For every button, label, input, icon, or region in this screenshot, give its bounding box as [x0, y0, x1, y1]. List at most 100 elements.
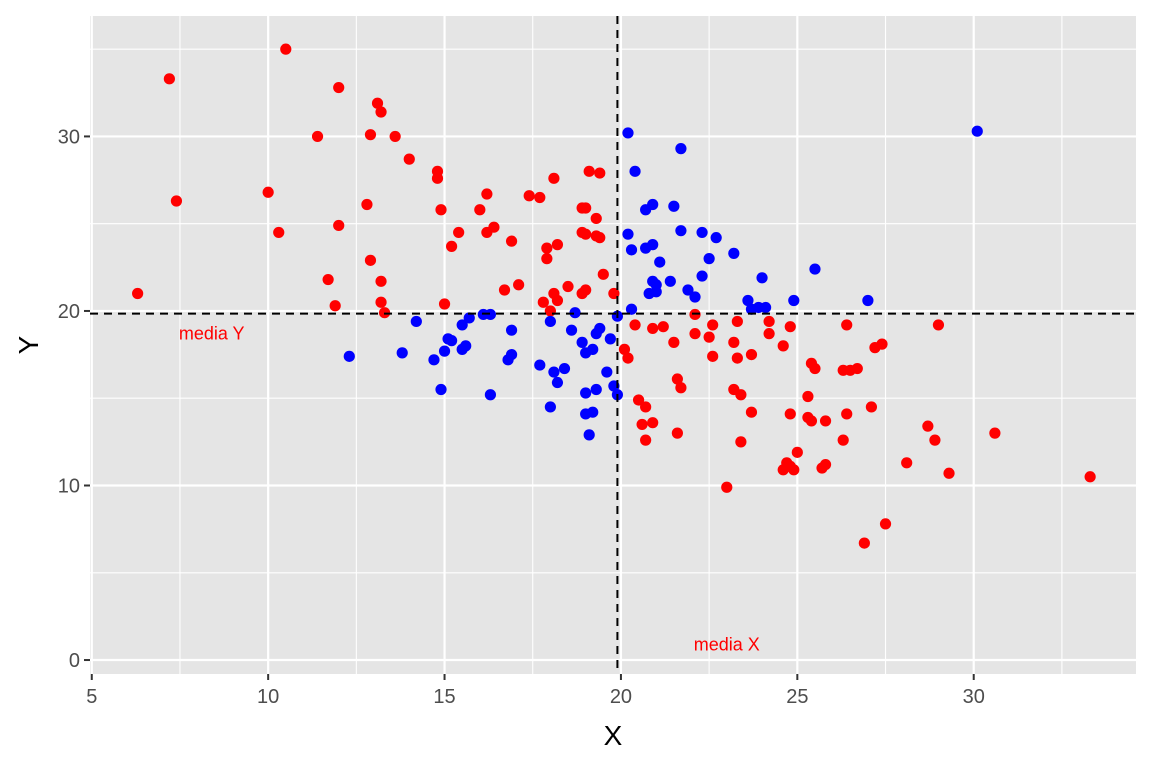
x-tick-label: 25 — [786, 686, 808, 708]
data-point — [654, 256, 666, 268]
data-point — [548, 366, 560, 378]
data-point — [438, 345, 451, 357]
data-point — [446, 335, 458, 347]
data-point — [728, 336, 740, 348]
data-point — [523, 190, 535, 202]
data-point — [858, 537, 870, 549]
data-point — [403, 153, 415, 165]
data-point — [562, 280, 574, 293]
data-point — [431, 172, 444, 184]
data-point — [622, 127, 634, 139]
data-point — [802, 390, 814, 403]
data-point — [329, 300, 341, 312]
data-point — [505, 235, 518, 247]
y-axis-ticks: 0 10 20 30 — [58, 126, 90, 672]
data-point — [580, 387, 592, 399]
data-point — [587, 406, 599, 418]
y-tick-label: 30 — [58, 126, 80, 148]
x-axis-ticks: 5 10 15 20 25 30 — [86, 674, 985, 708]
annotations: media Y media X — [179, 324, 760, 655]
data-point — [731, 315, 743, 328]
data-point — [647, 417, 659, 429]
plot-panel — [90, 16, 1136, 674]
data-point — [618, 343, 631, 355]
data-point — [435, 383, 447, 396]
data-point — [537, 296, 549, 308]
data-point — [396, 347, 408, 359]
data-point — [763, 328, 775, 340]
data-point — [841, 408, 853, 420]
annotation-label: media Y — [179, 324, 245, 344]
data-point — [703, 331, 715, 343]
data-point — [1084, 471, 1096, 483]
data-point — [710, 232, 722, 244]
data-point — [280, 43, 292, 55]
data-point — [410, 315, 422, 328]
data-point — [640, 434, 652, 446]
data-point — [498, 284, 511, 296]
x-tick-label: 15 — [433, 686, 455, 708]
reference-lines — [90, 16, 1136, 674]
data-point — [879, 518, 892, 530]
data-point — [597, 268, 609, 280]
data-point — [488, 221, 500, 233]
y-tick-label: 0 — [69, 650, 80, 672]
data-point — [682, 284, 694, 296]
data-point — [364, 129, 377, 141]
data-point — [541, 253, 553, 265]
data-point — [551, 239, 564, 251]
data-point — [456, 319, 468, 331]
data-point — [731, 352, 743, 364]
data-point — [671, 427, 683, 439]
data-point — [587, 343, 599, 355]
data-point — [333, 81, 345, 94]
data-point — [453, 226, 465, 239]
data-point — [657, 321, 669, 333]
data-point — [756, 272, 768, 284]
data-point — [784, 408, 796, 420]
data-point — [333, 219, 345, 232]
data-point — [364, 254, 377, 266]
data-point — [505, 324, 518, 336]
data-point — [505, 348, 518, 361]
data-point — [375, 296, 387, 308]
data-point — [735, 389, 747, 401]
data-point — [375, 275, 387, 287]
data-point — [428, 354, 440, 366]
data-point — [721, 481, 733, 493]
data-point — [361, 198, 373, 211]
data-point — [784, 321, 796, 333]
data-point — [594, 232, 606, 244]
data-point — [601, 366, 613, 378]
data-point — [675, 382, 687, 394]
data-point — [544, 315, 556, 328]
data-point — [636, 418, 648, 431]
data-point — [989, 427, 1001, 439]
data-point — [647, 322, 659, 335]
data-point — [791, 446, 803, 458]
x-tick-label: 10 — [257, 686, 279, 708]
x-tick-label: 30 — [963, 686, 985, 708]
data-point — [745, 348, 758, 361]
data-point — [544, 305, 556, 317]
data-point — [689, 291, 701, 303]
data-point — [696, 226, 708, 239]
data-point — [622, 228, 634, 240]
data-point — [647, 198, 659, 211]
data-point — [163, 73, 175, 85]
data-point — [371, 97, 384, 109]
data-point — [809, 263, 821, 275]
data-point — [788, 294, 800, 307]
data-point — [865, 401, 878, 413]
data-point — [745, 406, 758, 418]
data-point — [819, 458, 832, 471]
data-point — [132, 287, 144, 300]
data-point — [375, 106, 387, 118]
data-point — [901, 457, 913, 469]
data-point — [583, 429, 595, 441]
data-points — [132, 43, 1096, 549]
data-point — [668, 336, 680, 348]
data-point — [819, 415, 832, 427]
data-point — [446, 240, 458, 252]
